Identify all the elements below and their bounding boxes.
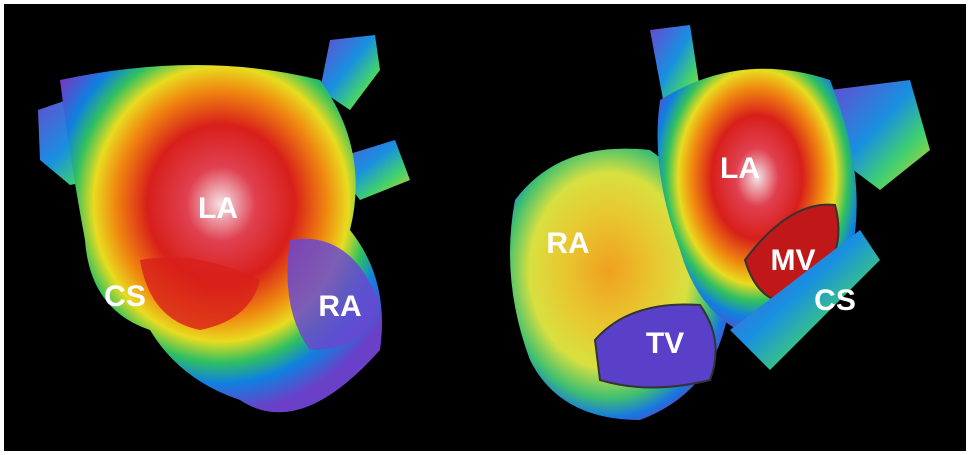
label: CS — [814, 284, 856, 317]
label: CS — [104, 280, 146, 313]
label: RA — [318, 290, 361, 323]
label: MV — [771, 244, 816, 277]
label: RA — [546, 227, 589, 260]
label: LA — [720, 152, 760, 185]
label: LA — [198, 192, 238, 225]
figure: LA CS RA LA RA MV TV CS — [0, 0, 970, 455]
label: TV — [646, 327, 684, 360]
